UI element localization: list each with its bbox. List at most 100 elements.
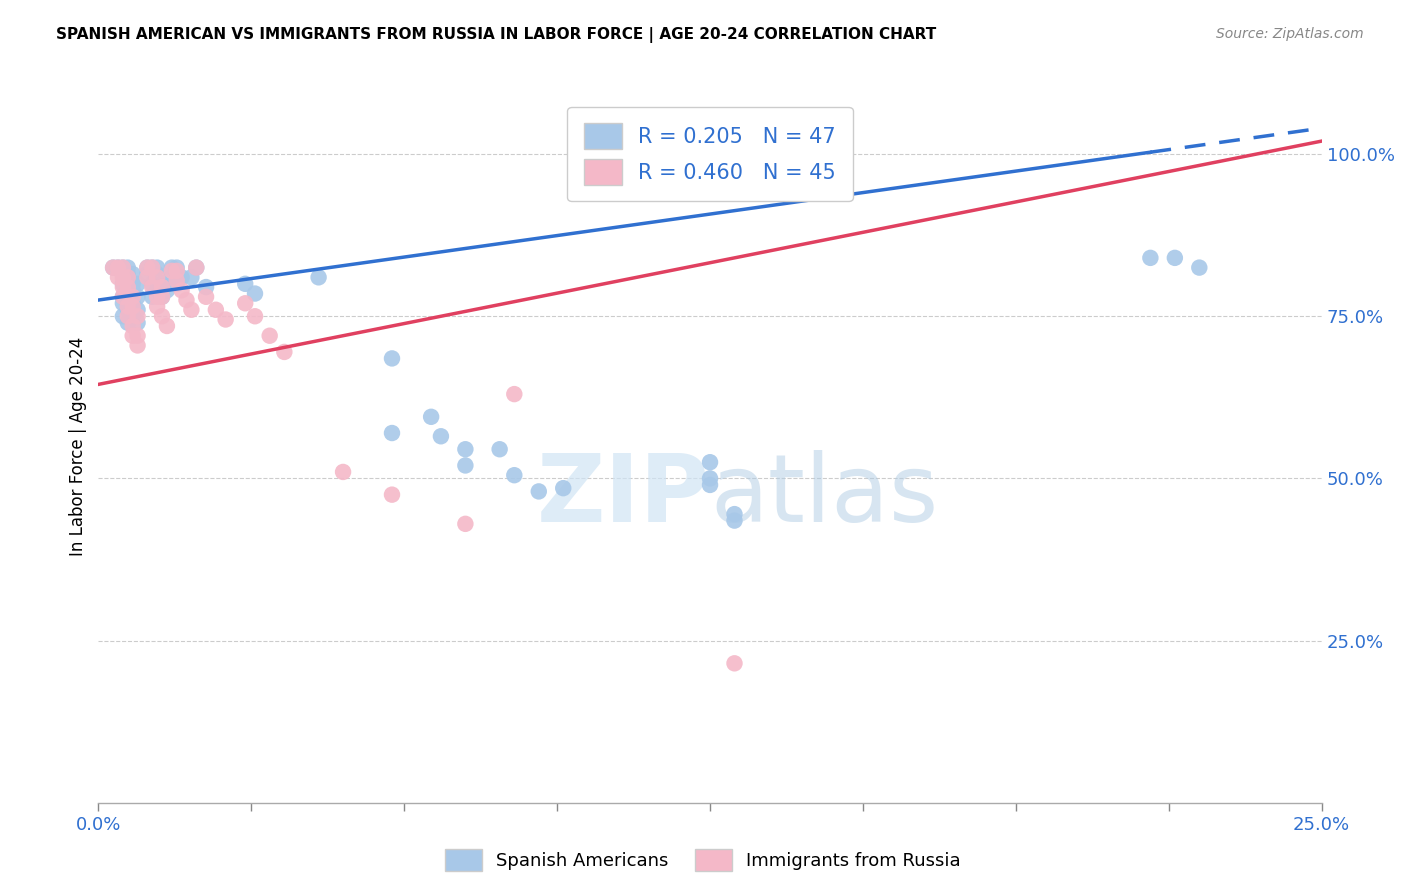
Point — [156, 318, 179, 333]
Point — [1164, 251, 1187, 265]
Point — [699, 478, 721, 492]
Point — [121, 296, 143, 310]
Point — [141, 280, 163, 294]
Point — [127, 302, 149, 317]
Point — [454, 458, 477, 473]
Point — [111, 260, 134, 275]
Point — [136, 260, 159, 275]
Point — [259, 328, 281, 343]
Point — [723, 507, 745, 521]
Point — [121, 290, 143, 304]
Point — [117, 280, 139, 294]
Point — [180, 302, 202, 317]
Point — [117, 300, 139, 314]
Point — [699, 455, 721, 469]
Point — [150, 290, 173, 304]
Point — [121, 283, 143, 297]
Point — [156, 283, 179, 297]
Point — [503, 387, 526, 401]
Point — [150, 290, 173, 304]
Point — [166, 264, 188, 278]
Point — [127, 338, 149, 352]
Point — [160, 264, 183, 278]
Point — [146, 290, 169, 304]
Point — [127, 310, 149, 324]
Point — [488, 442, 510, 457]
Point — [176, 293, 198, 307]
Point — [146, 267, 169, 281]
Legend: R = 0.205   N = 47, R = 0.460   N = 45: R = 0.205 N = 47, R = 0.460 N = 45 — [568, 107, 852, 202]
Point — [420, 409, 443, 424]
Point — [117, 302, 139, 317]
Point — [127, 277, 149, 291]
Point — [454, 516, 477, 531]
Point — [150, 310, 173, 324]
Point — [243, 286, 266, 301]
Point — [111, 267, 134, 281]
Point — [205, 302, 228, 317]
Point — [111, 280, 134, 294]
Point — [553, 481, 575, 495]
Point — [101, 260, 124, 275]
Point — [101, 260, 124, 275]
Point — [121, 310, 143, 324]
Point — [527, 484, 550, 499]
Point — [332, 465, 354, 479]
Point — [146, 270, 169, 285]
Point — [121, 318, 143, 333]
Point — [180, 270, 202, 285]
Point — [166, 260, 188, 275]
Point — [141, 277, 163, 291]
Point — [160, 260, 183, 275]
Point — [150, 280, 173, 294]
Point — [111, 277, 134, 291]
Point — [146, 283, 169, 297]
Point — [107, 260, 129, 275]
Point — [121, 328, 143, 343]
Point — [121, 267, 143, 281]
Point — [136, 260, 159, 275]
Point — [308, 270, 330, 285]
Point — [166, 274, 188, 288]
Point — [141, 260, 163, 275]
Point — [381, 425, 404, 440]
Point — [170, 283, 193, 297]
Point — [136, 270, 159, 285]
Point — [136, 267, 159, 281]
Point — [117, 290, 139, 304]
Point — [150, 277, 173, 291]
Point — [117, 283, 139, 297]
Point — [1139, 251, 1161, 265]
Point — [111, 260, 134, 275]
Point — [273, 345, 295, 359]
Point — [107, 260, 129, 275]
Point — [111, 290, 134, 304]
Point — [160, 270, 183, 285]
Point — [107, 270, 129, 285]
Point — [117, 316, 139, 330]
Point — [146, 260, 169, 275]
Point — [454, 442, 477, 457]
Point — [430, 429, 453, 443]
Point — [121, 277, 143, 291]
Point — [111, 290, 134, 304]
Point — [233, 277, 256, 291]
Text: ZIP: ZIP — [537, 450, 710, 542]
Point — [195, 280, 218, 294]
Point — [186, 260, 208, 275]
Point — [117, 260, 139, 275]
Point — [117, 310, 139, 324]
Point — [1188, 260, 1211, 275]
Point — [111, 310, 134, 324]
Point — [723, 657, 745, 671]
Point — [141, 260, 163, 275]
Text: atlas: atlas — [710, 450, 938, 542]
Point — [503, 468, 526, 483]
Point — [117, 270, 139, 285]
Point — [699, 471, 721, 485]
Point — [195, 290, 218, 304]
Point — [381, 488, 404, 502]
Text: Source: ZipAtlas.com: Source: ZipAtlas.com — [1216, 27, 1364, 41]
Point — [723, 514, 745, 528]
Point — [233, 296, 256, 310]
